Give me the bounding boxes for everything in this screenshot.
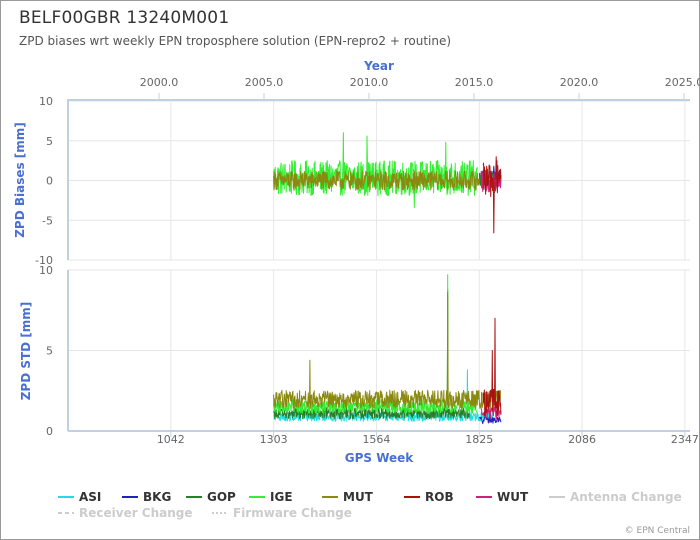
- year-tick-label: 2015.0: [455, 76, 494, 89]
- gps-week-tick-label: 1564: [362, 433, 390, 446]
- legend-item-asi[interactable]: ASI: [79, 490, 101, 504]
- legend-item-rob[interactable]: ROB: [425, 490, 454, 504]
- legend-item-mut[interactable]: MUT: [343, 490, 374, 504]
- legend-item-receiver-change[interactable]: Receiver Change: [79, 506, 193, 520]
- gps-week-axis-title: GPS Week: [345, 451, 415, 465]
- std-series-bkg: [478, 416, 502, 425]
- bias-y-axis-title: ZPD Biases [mm]: [13, 122, 27, 238]
- year-tick-label: 2010.0: [350, 76, 389, 89]
- gps-week-tick-label: 2347: [671, 433, 699, 446]
- bias-y-tick-label: 5: [46, 135, 53, 148]
- std-series-rob: [482, 317, 502, 417]
- legend-item-gop[interactable]: GOP: [207, 490, 236, 504]
- legend-item-antenna-change[interactable]: Antenna Change: [570, 490, 682, 504]
- std-series-mut: [273, 292, 502, 409]
- year-tick-label: 2005.0: [245, 76, 284, 89]
- gps-week-tick-label: 1042: [157, 433, 185, 446]
- legend-item-ige[interactable]: IGE: [270, 490, 293, 504]
- std-y-axis-title: ZPD STD [mm]: [19, 302, 33, 401]
- legend-item-bkg[interactable]: BKG: [143, 490, 171, 504]
- bias-y-tick-label: -5: [42, 214, 53, 227]
- year-tick-label: 2025.0: [665, 76, 700, 89]
- credit-text[interactable]: © EPN Central: [624, 526, 690, 536]
- std-y-tick-label: 10: [39, 264, 53, 277]
- year-tick-label: 2000.0: [140, 76, 179, 89]
- bias-y-tick-label: 10: [39, 95, 53, 108]
- year-axis-title: Year: [363, 59, 394, 73]
- legend-item-wut[interactable]: WUT: [497, 490, 529, 504]
- bias-y-tick-label: 0: [46, 175, 53, 188]
- bias-series-ige: [273, 132, 478, 208]
- bias-series-mut: [273, 170, 502, 191]
- chart-subtitle: ZPD biases wrt weekly EPN troposphere so…: [19, 34, 452, 48]
- std-series-gop: [273, 288, 470, 420]
- bias-y-tick-label: -10: [35, 254, 53, 267]
- gps-week-tick-label: 2086: [568, 433, 596, 446]
- bias-series-rob: [482, 156, 502, 234]
- gps-week-tick-label: 1303: [260, 433, 288, 446]
- std-y-tick-label: 0: [46, 425, 53, 438]
- legend-item-firmware-change[interactable]: Firmware Change: [233, 506, 352, 520]
- std-y-tick-label: 5: [46, 345, 53, 358]
- year-tick-label: 2020.0: [560, 76, 599, 89]
- gps-week-tick-label: 1825: [465, 433, 493, 446]
- chart-title: BELF00GBR 13240M001: [19, 8, 230, 28]
